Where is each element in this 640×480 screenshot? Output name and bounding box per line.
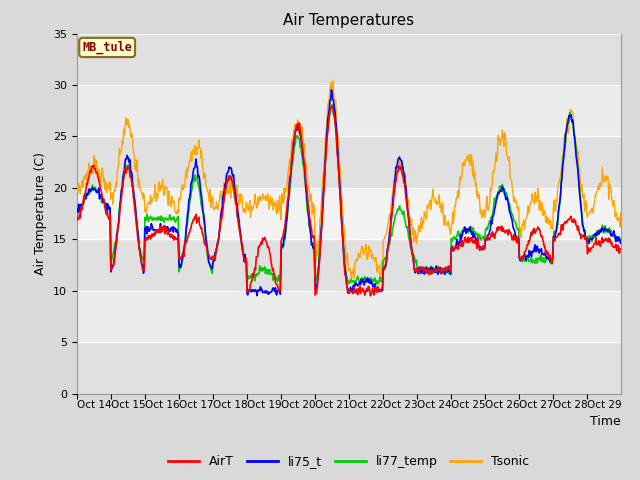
X-axis label: Time: Time [590, 415, 621, 429]
Bar [77, 342, 621, 394]
Bar [77, 34, 621, 85]
Bar [77, 291, 621, 342]
Bar [77, 85, 621, 136]
Text: MB_tule: MB_tule [82, 41, 132, 54]
Y-axis label: Air Temperature (C): Air Temperature (C) [35, 152, 47, 275]
Legend: AirT, li75_t, li77_temp, Tsonic: AirT, li75_t, li77_temp, Tsonic [163, 450, 534, 473]
Bar [77, 240, 621, 291]
Title: Air Temperatures: Air Temperatures [284, 13, 414, 28]
Bar [77, 136, 621, 188]
Bar [77, 188, 621, 240]
